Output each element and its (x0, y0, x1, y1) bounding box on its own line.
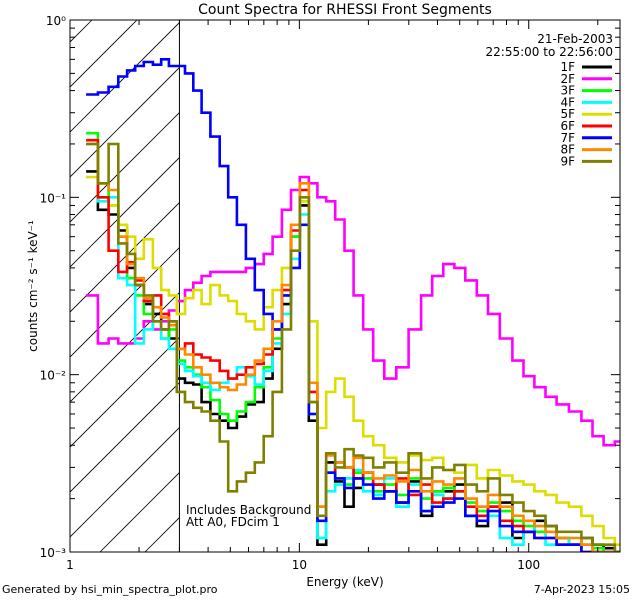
hatch-line (70, 20, 138, 88)
legend-label-3F: 3F (560, 84, 575, 98)
hatch-line (70, 292, 180, 403)
legend-label-6F: 6F (560, 119, 575, 133)
legend-label-1F: 1F (560, 60, 575, 74)
legend-date: 21-Feb-2003 (537, 32, 613, 46)
axis-ticks: 1 10 100 10⁰ 10⁻¹ 10⁻² 10⁻³ (40, 14, 620, 572)
hatch-line (0, 20, 2, 552)
legend-time-range: 22:55:00 to 22:56:00 (486, 45, 613, 59)
hatch-line (70, 247, 180, 358)
legend-label-4F: 4F (560, 95, 575, 109)
x-tick-label: 100 (517, 558, 540, 572)
series-layer (86, 58, 620, 552)
series-9F (86, 142, 620, 552)
annotation-background: Includes Background (186, 503, 311, 517)
hatch-line (70, 67, 180, 178)
series-1F (86, 170, 620, 552)
annotation-attenuator: Att A0, FDcim 1 (186, 515, 280, 529)
hatch-line (70, 20, 93, 43)
x-tick-label: 10 (292, 558, 307, 572)
hatch-line (70, 157, 180, 268)
legend-label-9F: 9F (560, 154, 575, 168)
y-tick-label: 10⁻³ (40, 546, 67, 560)
y-axis-label: counts cm⁻² s⁻¹ keV⁻¹ (26, 220, 40, 352)
hatch-line (70, 22, 180, 133)
legend-label-8F: 8F (560, 143, 575, 157)
legend-label-7F: 7F (560, 131, 575, 145)
hatch-line (70, 427, 180, 538)
x-tick-label: 1 (66, 558, 74, 572)
x-axis-label: Energy (keV) (306, 575, 383, 589)
series-2F (86, 175, 620, 447)
series-5F (86, 175, 620, 546)
y-tick-label: 10⁻² (40, 369, 67, 383)
y-tick-label: 10⁰ (46, 14, 66, 28)
legend-label-5F: 5F (560, 107, 575, 121)
footer-generated-by: Generated by hsi_min_spectra_plot.pro (2, 583, 218, 596)
y-tick-label: 10⁻¹ (40, 191, 67, 205)
series-7F (86, 58, 620, 552)
chart-title: Count Spectra for RHESSI Front Segments (198, 2, 492, 18)
series-4F (86, 142, 620, 552)
hatch-line (70, 202, 180, 313)
background-region-hatch (0, 20, 180, 552)
footer-timestamp: 7-Apr-2023 15:05 (533, 583, 630, 596)
legend-label-2F: 2F (560, 72, 575, 86)
plot-frame (69, 19, 621, 553)
hatch-line (70, 382, 180, 493)
